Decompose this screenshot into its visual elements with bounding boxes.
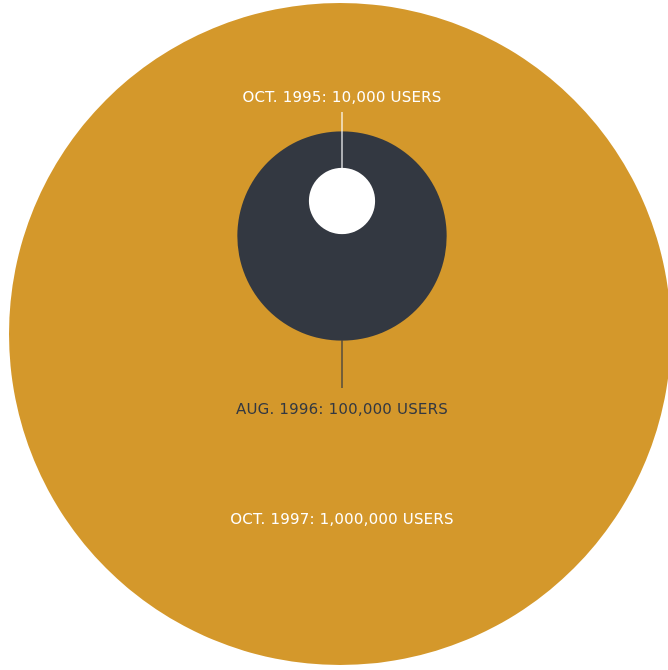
bubble-1996 <box>237 131 447 341</box>
bubble-1995 <box>308 167 376 235</box>
label-1996: AUG. 1996: 100,000 USERS <box>236 400 448 418</box>
label-1997: OCT. 1997: 1,000,000 USERS <box>230 510 453 528</box>
label-1995: OCT. 1995: 10,000 USERS <box>243 88 442 106</box>
